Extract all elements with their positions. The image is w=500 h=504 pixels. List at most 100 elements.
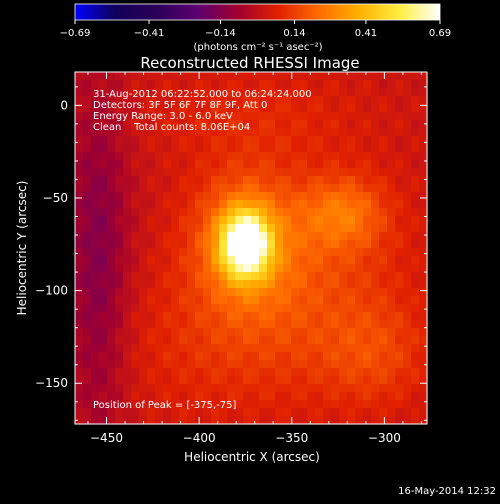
heatmap-cell xyxy=(395,336,404,345)
heatmap-cell xyxy=(179,240,188,249)
heatmap-cell xyxy=(251,264,260,273)
heatmap-cell xyxy=(275,328,284,337)
heatmap-cell xyxy=(179,248,188,257)
heatmap-cell xyxy=(75,264,84,273)
heatmap-cell xyxy=(115,168,124,177)
heatmap-cell xyxy=(147,184,156,193)
heatmap-cell xyxy=(395,368,404,377)
heatmap-cell xyxy=(363,304,372,313)
heatmap-cell xyxy=(379,328,388,337)
heatmap-cell xyxy=(163,192,172,201)
heatmap-cell xyxy=(171,128,180,137)
heatmap-cell xyxy=(323,208,332,217)
heatmap-cell xyxy=(371,184,380,193)
heatmap-cell xyxy=(395,320,404,329)
heatmap-cell xyxy=(211,272,220,281)
heatmap-cell xyxy=(235,240,244,249)
heatmap-cell xyxy=(355,112,364,121)
heatmap-cell xyxy=(91,176,100,185)
heatmap-cell xyxy=(355,376,364,385)
heatmap-cell xyxy=(75,88,84,97)
heatmap-cell xyxy=(195,408,204,417)
heatmap-cell xyxy=(187,176,196,185)
heatmap-cell xyxy=(379,224,388,233)
heatmap-cell xyxy=(347,336,356,345)
annotation-energy-range: Energy Range: 3.0 - 6.0 keV xyxy=(93,111,233,122)
heatmap-cell xyxy=(323,392,332,401)
heatmap-cell xyxy=(411,208,420,217)
heatmap-cell xyxy=(251,80,260,89)
heatmap-cell xyxy=(99,80,108,89)
heatmap-cell xyxy=(211,328,220,337)
heatmap-cell xyxy=(379,272,388,281)
heatmap-cell xyxy=(75,72,84,81)
heatmap-cell xyxy=(139,192,148,201)
heatmap-cell xyxy=(307,216,316,225)
heatmap-cell xyxy=(299,224,308,233)
heatmap-cell xyxy=(115,216,124,225)
heatmap-cell xyxy=(107,256,116,265)
heatmap-cell xyxy=(315,168,324,177)
heatmap-cell xyxy=(107,80,116,89)
heatmap-cell xyxy=(291,120,300,129)
heatmap-cell xyxy=(283,136,292,145)
heatmap-cell xyxy=(219,176,228,185)
heatmap-cell xyxy=(315,184,324,193)
heatmap-cell xyxy=(75,216,84,225)
heatmap-cell xyxy=(275,272,284,281)
heatmap-cell xyxy=(299,344,308,353)
heatmap-cell xyxy=(107,88,116,97)
heatmap-cell xyxy=(355,304,364,313)
heatmap-cell xyxy=(315,208,324,217)
heatmap-cell xyxy=(259,352,268,361)
heatmap-cell xyxy=(275,352,284,361)
heatmap-cell xyxy=(163,376,172,385)
heatmap-cell xyxy=(299,208,308,217)
heatmap-cell xyxy=(307,128,316,137)
heatmap-cell xyxy=(83,80,92,89)
heatmap-cell xyxy=(203,72,212,81)
heatmap-cell xyxy=(155,344,164,353)
heatmap-cell xyxy=(395,88,404,97)
heatmap-cell xyxy=(363,216,372,225)
heatmap-cell xyxy=(115,400,124,409)
heatmap-cell xyxy=(331,232,340,241)
heatmap-cell xyxy=(267,88,276,97)
heatmap-cell xyxy=(83,168,92,177)
heatmap-cell xyxy=(355,280,364,289)
heatmap-cell xyxy=(115,264,124,273)
heatmap-cell xyxy=(131,304,140,313)
heatmap-cell xyxy=(171,224,180,233)
heatmap-cell xyxy=(403,344,412,353)
heatmap-cell xyxy=(227,392,236,401)
heatmap-cell xyxy=(179,216,188,225)
heatmap xyxy=(75,72,428,425)
heatmap-cell xyxy=(187,200,196,209)
heatmap-cell xyxy=(267,360,276,369)
heatmap-cell xyxy=(123,208,132,217)
heatmap-cell xyxy=(251,216,260,225)
heatmap-cell xyxy=(155,368,164,377)
heatmap-cell xyxy=(411,96,420,105)
heatmap-cell xyxy=(171,368,180,377)
heatmap-cell xyxy=(179,416,188,425)
heatmap-cell xyxy=(91,128,100,137)
heatmap-cell xyxy=(395,224,404,233)
heatmap-cell xyxy=(411,168,420,177)
heatmap-cell xyxy=(403,200,412,209)
heatmap-cell xyxy=(107,96,116,105)
heatmap-cell xyxy=(371,296,380,305)
heatmap-cell xyxy=(283,96,292,105)
heatmap-cell xyxy=(243,80,252,89)
heatmap-cell xyxy=(203,320,212,329)
heatmap-cell xyxy=(371,80,380,89)
heatmap-cell xyxy=(227,288,236,297)
heatmap-cell xyxy=(379,344,388,353)
heatmap-cell xyxy=(363,232,372,241)
heatmap-cell xyxy=(291,256,300,265)
heatmap-cell xyxy=(339,144,348,153)
heatmap-cell xyxy=(155,392,164,401)
heatmap-cell xyxy=(107,192,116,201)
heatmap-cell xyxy=(123,152,132,161)
heatmap-cell xyxy=(411,176,420,185)
